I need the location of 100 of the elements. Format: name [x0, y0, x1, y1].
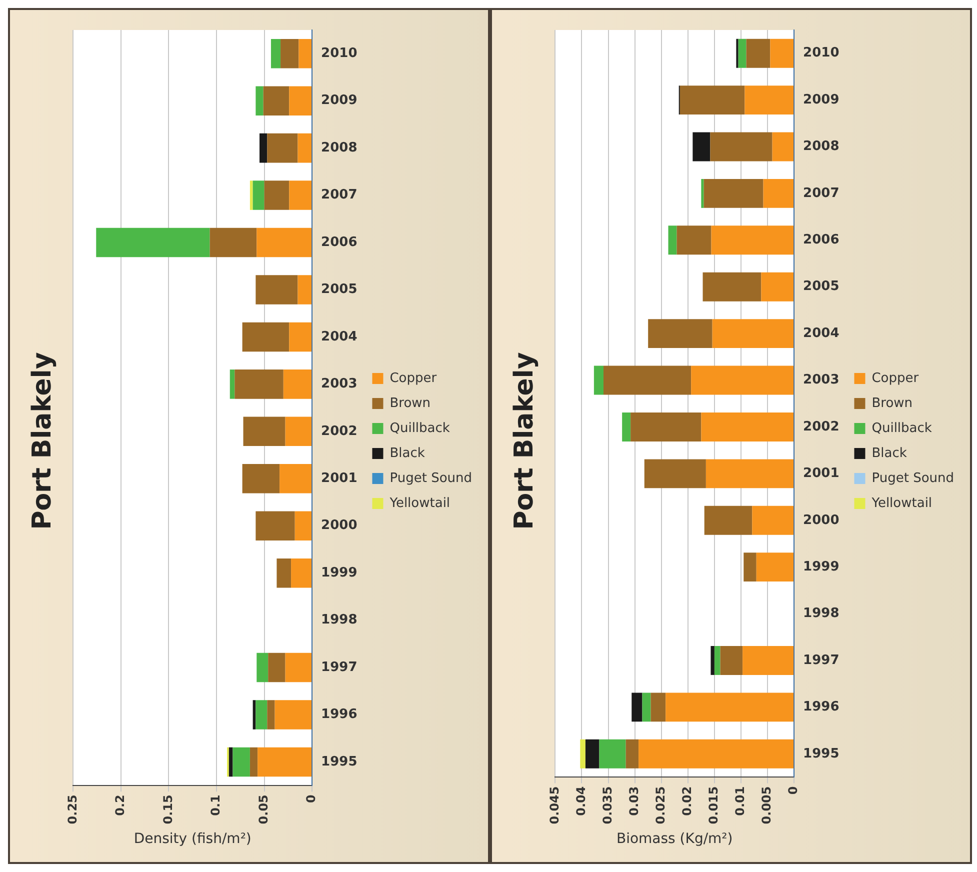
- bar: [704, 506, 752, 535]
- y-tick-label: 2000: [321, 518, 358, 534]
- y-tick-label: 2007: [321, 188, 358, 203]
- y-tick-label: 1998: [803, 606, 840, 622]
- bar: [228, 747, 233, 777]
- x-tick-label: 0.04: [574, 786, 588, 816]
- bar: [230, 370, 235, 399]
- legend-label: Brown: [390, 396, 431, 411]
- y-tick-label: 2006: [321, 234, 358, 250]
- legend-label: Copper: [872, 370, 920, 386]
- bar: [274, 700, 312, 730]
- bar: [644, 459, 706, 488]
- x-tick-label: 0.025: [653, 786, 668, 824]
- bar: [242, 464, 280, 494]
- y-tick-label: 2001: [321, 471, 358, 486]
- bar: [702, 272, 762, 302]
- bar: [701, 412, 794, 442]
- bar: [638, 739, 794, 768]
- bar: [720, 646, 743, 675]
- legend-label: Quillback: [390, 420, 450, 436]
- legend-label: Puget Sound: [872, 470, 954, 486]
- y-tick-label: 2002: [321, 424, 358, 439]
- y-tick-label: 2001: [803, 466, 840, 482]
- x-axis-title: Density (fish/m²): [134, 831, 252, 848]
- bar: [691, 366, 794, 395]
- x-tick-label: 0.01: [733, 786, 748, 816]
- y-tick-label: 2005: [321, 282, 358, 298]
- bar: [710, 132, 772, 162]
- bar: [256, 652, 268, 682]
- bar: [744, 552, 756, 582]
- bar: [260, 133, 268, 163]
- bar: [232, 747, 250, 777]
- bar: [676, 226, 712, 255]
- bar: [642, 692, 651, 722]
- bar: [704, 178, 764, 208]
- legend-label: Yellowtail: [388, 496, 450, 511]
- bar: [752, 506, 794, 535]
- bar: [294, 511, 312, 540]
- bar: [243, 416, 286, 446]
- y-tick-label: 1996: [321, 707, 358, 722]
- x-tick-label: 0.25: [65, 794, 80, 824]
- bar: [738, 38, 746, 68]
- y-tick-label: 1998: [321, 612, 358, 628]
- bar: [770, 38, 794, 68]
- x-axis-title: Biomass (Kg/m²): [616, 831, 733, 848]
- bar: [256, 511, 295, 540]
- bar: [763, 178, 794, 208]
- bar: [632, 692, 642, 722]
- bar: [267, 133, 298, 163]
- bar: [580, 739, 586, 768]
- x-tick-label: 0.015: [706, 786, 721, 824]
- bar: [289, 180, 312, 210]
- bar: [252, 180, 264, 210]
- y-tick-label: 2008: [803, 139, 840, 154]
- y-tick-label: 2010: [803, 46, 840, 61]
- bar: [714, 646, 720, 675]
- bar: [761, 272, 794, 302]
- bar: [291, 558, 312, 588]
- bar: [746, 38, 770, 68]
- bar: [289, 86, 312, 116]
- y-tick-label: 1999: [321, 565, 358, 580]
- bar: [712, 319, 794, 348]
- bar: [285, 416, 312, 446]
- bar: [585, 739, 600, 768]
- bar: [680, 86, 745, 115]
- bar: [298, 38, 312, 68]
- bar: [772, 132, 794, 162]
- bar: [289, 322, 312, 352]
- bar: [280, 464, 312, 494]
- y-tick-label: 2006: [803, 232, 840, 248]
- y-tick-label: 1997: [803, 652, 840, 668]
- y-tick-label: 1997: [321, 660, 358, 675]
- legend-label: Copper: [390, 370, 438, 386]
- bar: [256, 86, 264, 116]
- bar: [668, 226, 677, 255]
- bar: [263, 86, 290, 116]
- bar: [256, 700, 268, 730]
- bar: [604, 366, 692, 395]
- y-tick-label: 2002: [803, 419, 840, 434]
- legend-label: Yellowtail: [870, 496, 932, 511]
- bar: [256, 228, 312, 258]
- bar: [285, 652, 312, 682]
- bar: [626, 739, 639, 768]
- bar: [648, 319, 712, 348]
- x-tick-label: 0.005: [760, 786, 774, 824]
- x-tick-label: 0.05: [256, 794, 270, 824]
- bar: [706, 459, 794, 488]
- x-tick-label: 0.02: [680, 786, 694, 816]
- y-tick-label: 1995: [321, 754, 358, 770]
- bar: [250, 180, 253, 210]
- bar: [264, 180, 290, 210]
- bar: [756, 552, 794, 582]
- y-tick-label: 1999: [803, 559, 840, 574]
- bar: [692, 132, 710, 162]
- y-tick-label: 2008: [321, 140, 358, 156]
- y-tick-label: 2007: [803, 186, 840, 201]
- bar: [242, 322, 290, 352]
- text: Port Blakely: [27, 352, 58, 530]
- x-tick-label: 0.15: [160, 794, 175, 824]
- bar: [270, 38, 281, 68]
